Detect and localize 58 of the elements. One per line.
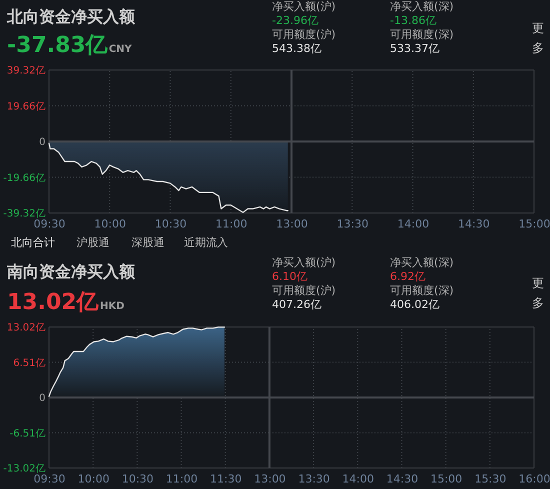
text: 北向合计 [11,236,55,249]
chart-title: 北向资金净买入额 [6,7,136,26]
x-tick-label: 15:30 [474,472,506,486]
text: 更多 [532,21,544,55]
text: 533.37亿 [390,42,440,55]
text: HKD [100,301,124,312]
text: 净买入额(深) [390,256,454,269]
x-tick-label: 16:00 [518,472,550,486]
x-tick-label: 14:30 [458,218,490,230]
y-tick-label: 0 [39,137,46,148]
text: 深股通 [132,236,164,249]
text: 可用额度(深) [390,28,454,41]
y-tick-label: -13.02亿 [3,464,46,474]
text: 543.38亿 [272,42,322,55]
text: 406.02亿 [390,298,440,311]
y-tick-label: -19.66亿 [3,172,46,184]
text: CNY [108,44,133,55]
x-tick-label: 09:30 [34,218,66,230]
x-tick-label: 13:30 [298,472,330,486]
x-tick-label: 10:00 [94,218,126,230]
text: 407.26亿 [272,298,322,311]
x-tick-label: 15:00 [518,218,550,230]
x-tick-label: 11:30 [210,472,242,486]
text: 净买入额(沪) [272,0,336,13]
chart-title: 南向资金净买入额 [6,262,136,281]
x-tick-label: 14:30 [386,472,418,486]
x-tick-label: 11:00 [216,218,248,230]
x-tick-label: 15:00 [430,472,462,486]
y-tick-label: -39.32亿 [3,208,46,220]
text: 净买入额(沪) [272,256,336,269]
text: 更多 [532,276,544,310]
y-tick-label: 13.02亿 [6,322,46,334]
text: 可用额度(深) [390,284,454,297]
text: 可用额度(沪) [272,28,336,41]
x-tick-label: 13:00 [276,218,308,230]
x-tick-label: 14:00 [397,218,430,230]
y-tick-label: 0 [39,393,46,404]
text: -23.96亿 [272,14,318,27]
y-tick-label: 6.51亿 [13,358,46,369]
x-tick-label: 13:00 [254,472,286,486]
x-tick-label: 14:00 [342,472,374,486]
text: 净买入额(深) [390,0,454,13]
text: 6.10亿 [272,270,308,283]
chart-subtitle: -37.83亿 [7,33,109,58]
text: 沪股通 [76,236,110,249]
x-tick-label: 11:00 [166,472,198,486]
text: 6.92亿 [390,270,426,283]
text: -13.86亿 [390,14,436,27]
x-tick-label: 10:00 [78,472,110,486]
text: 可用额度(沪) [272,284,336,297]
x-tick-label: 10:30 [122,472,154,486]
text: 近期流入 [184,236,228,249]
x-tick-label: 10:30 [154,218,187,230]
x-tick-label: 13:30 [336,218,368,230]
x-tick-label: 09:30 [34,472,66,486]
y-tick-label: 19.66亿 [6,101,46,112]
y-tick-label: -6.51亿 [10,428,46,440]
y-tick-label: 39.32亿 [6,66,46,76]
